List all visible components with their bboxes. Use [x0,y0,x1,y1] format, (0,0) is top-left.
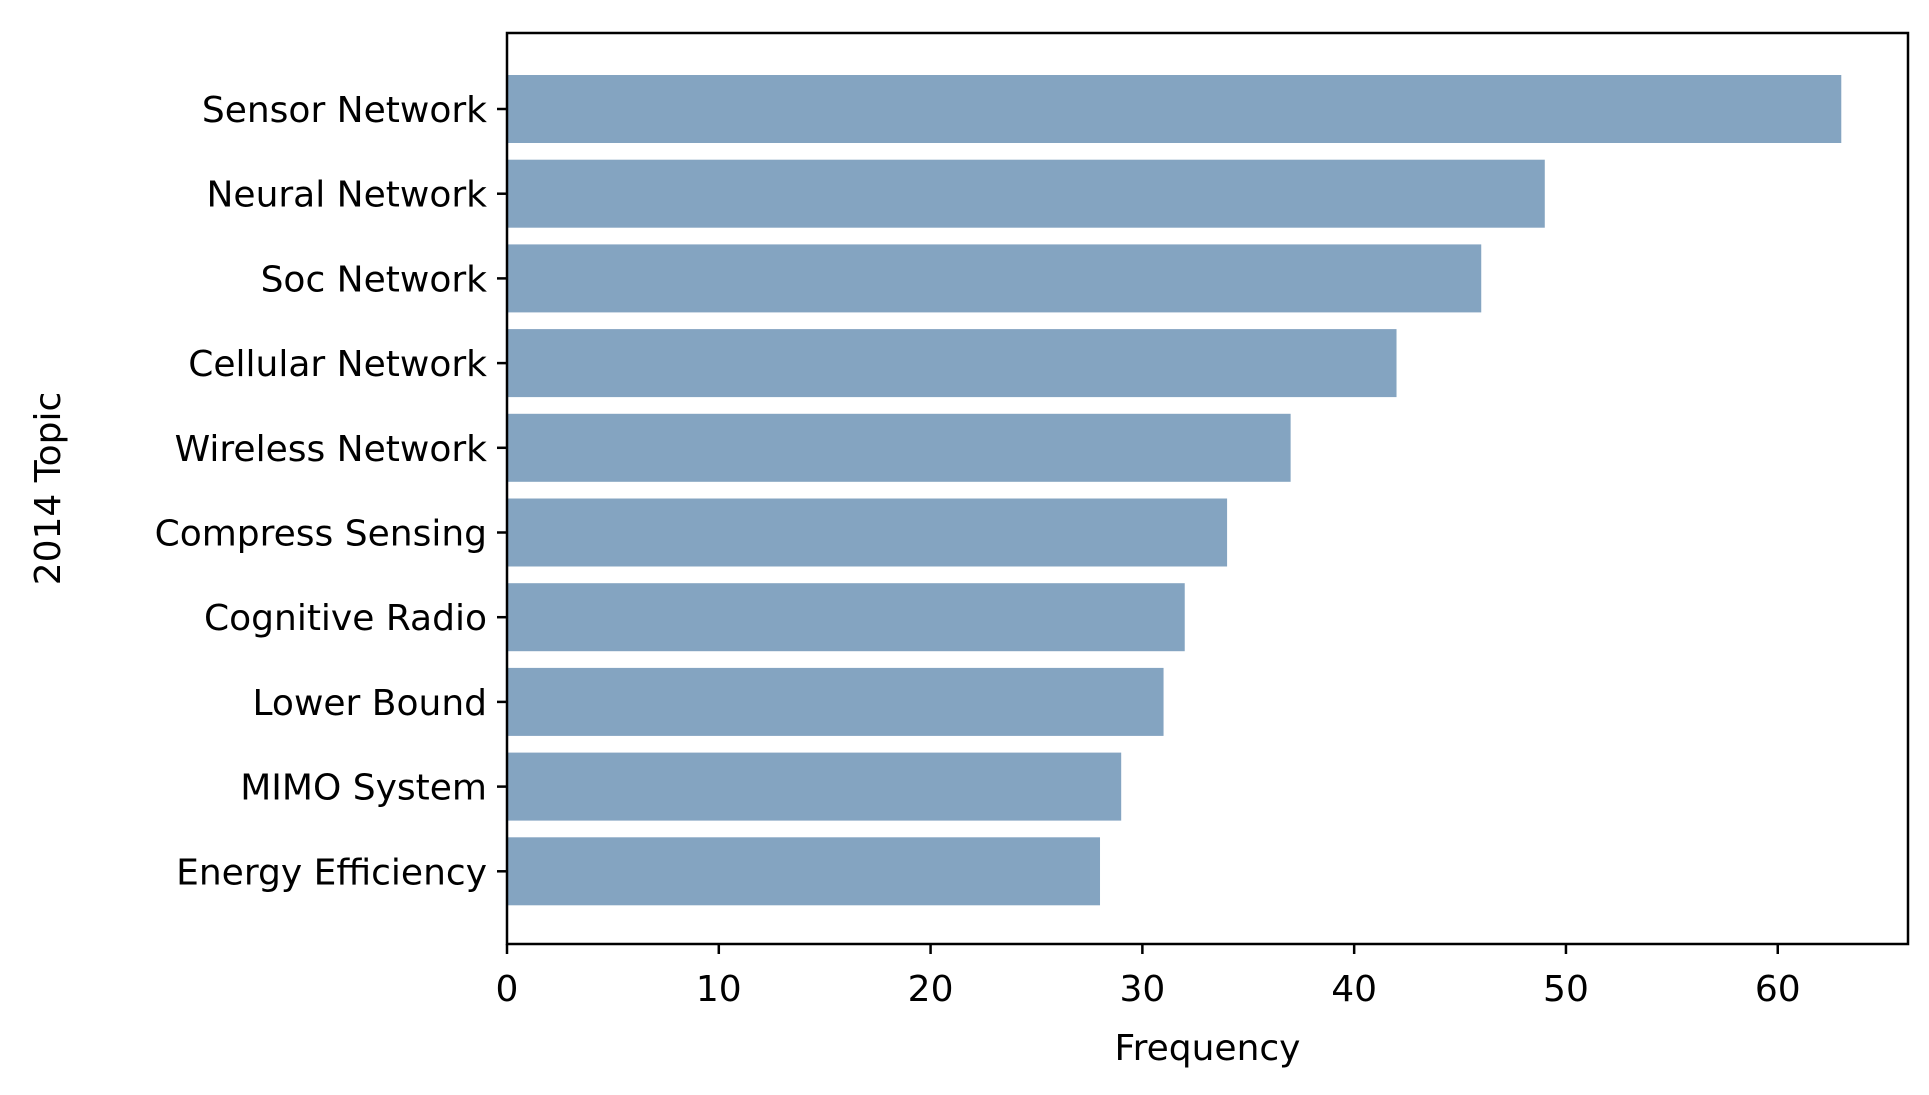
y-tick-label: Cellular Network [188,344,487,385]
bar [507,667,1164,736]
x-tick-label: 10 [696,969,742,1010]
bar [507,75,1842,143]
y-tick-label: Soc Network [261,259,488,300]
x-tick-label: 20 [908,969,954,1010]
x-tick-label: 0 [496,969,519,1010]
bar [507,413,1291,482]
bar [507,329,1397,398]
x-tick-label: 30 [1119,969,1165,1010]
bar [507,837,1101,906]
bar [507,498,1228,567]
y-tick-label: Neural Network [206,175,487,216]
y-tick-label: Energy Efficiency [176,852,487,893]
bar [507,244,1482,313]
x-tick-label: 50 [1543,969,1589,1010]
bar [507,752,1122,821]
y-axis: Sensor Network Neural Network Soc Network C… [155,90,507,893]
bar [507,159,1545,228]
y-tick-label: Lower Bound [253,683,488,724]
y-tick-label: Sensor Network [202,90,487,131]
x-axis: 0 10 20 30 40 50 60 [496,944,1801,1010]
x-tick-label: 40 [1331,969,1377,1010]
y-tick-label: Compress Sensing [155,514,487,555]
x-axis-title: Frequency [1115,1028,1301,1069]
x-tick-label: 60 [1755,969,1801,1010]
y-tick-label: Cognitive Radio [204,598,487,639]
y-tick-label: Wireless Network [175,429,488,470]
plot-frame [505,31,1910,946]
y-axis-title: 2014 Topic [28,392,69,586]
y-tick-label: MIMO System [240,768,487,809]
bar [507,583,1185,652]
bars-group [507,75,1842,906]
